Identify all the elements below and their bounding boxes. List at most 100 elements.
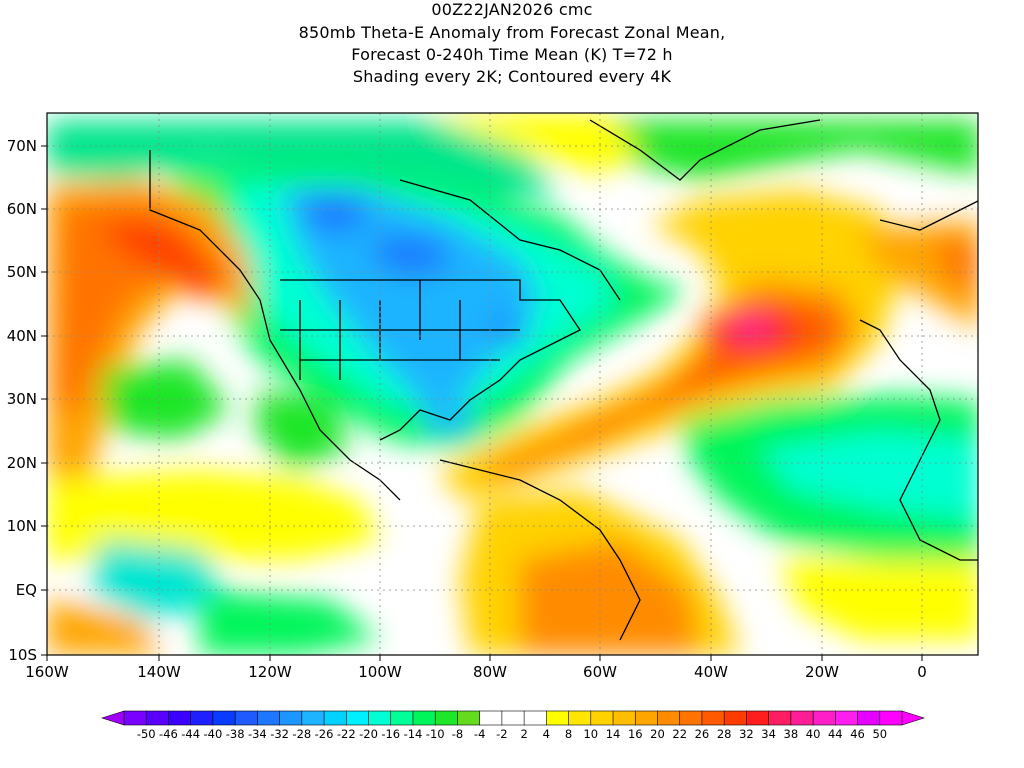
colorbar-label: -14 <box>404 727 423 741</box>
colorbar-swatch <box>123 710 147 726</box>
colorbar-swatch <box>279 710 303 726</box>
colorbar-swatch <box>412 710 436 726</box>
colorbar-label: 32 <box>739 727 754 741</box>
colorbar-swatch <box>768 710 792 726</box>
colorbar-swatch <box>390 710 414 726</box>
theta-e-anomaly-shading <box>47 113 978 655</box>
colorbar-label: -28 <box>292 727 311 741</box>
graticule <box>47 113 978 655</box>
colorbar-label: 34 <box>761 727 776 741</box>
colorbar-label: -34 <box>248 727 267 741</box>
colorbar-label: 4 <box>543 727 550 741</box>
lon-label: 100W <box>358 663 402 681</box>
colorbar-label: -2 <box>496 727 507 741</box>
colorbar-label: -8 <box>452 727 463 741</box>
colorbar-swatch <box>501 710 525 726</box>
lat-label: 20N <box>7 454 37 472</box>
colorbar-swatch <box>657 710 681 726</box>
colorbar-label: 38 <box>784 727 799 741</box>
map-title-line-4: Shading every 2K; Contoured every 4K <box>352 67 672 86</box>
lon-label: 160W <box>25 663 69 681</box>
colorbar-swatch <box>434 710 459 726</box>
colorbar-label: 50 <box>872 727 887 741</box>
lat-label: 10N <box>7 517 37 535</box>
colorbar-swatch <box>212 710 236 726</box>
colorbar-label: 14 <box>606 727 621 741</box>
colorbar-swatch <box>723 710 747 726</box>
lon-label: 140W <box>137 663 181 681</box>
longitude-labels: 160W 140W 120W 100W 80W 60W 40W 20W 0 <box>25 663 927 681</box>
colorbar-swatch <box>368 710 392 726</box>
lon-label: 40W <box>694 663 728 681</box>
colorbar-label: -46 <box>159 727 178 741</box>
lat-label: 50N <box>7 263 37 281</box>
lon-label: 60W <box>583 663 617 681</box>
colorbar-label: -20 <box>359 727 378 741</box>
axis-ticks <box>41 145 923 661</box>
colorbar-label: 40 <box>806 727 821 741</box>
lat-label: EQ <box>16 581 37 599</box>
colorbar-label: 10 <box>583 727 598 741</box>
lat-label: 10S <box>8 646 37 664</box>
lat-label: 40N <box>7 327 37 345</box>
colorbar-swatch <box>145 710 170 726</box>
colorbar-swatch <box>234 710 258 726</box>
colorbar-label: 28 <box>717 727 732 741</box>
plot-frame <box>46 112 979 656</box>
colorbar-label: -26 <box>315 727 334 741</box>
colorbar-swatch <box>746 710 770 726</box>
map-title-line-3: Forecast 0-240h Time Mean (K) T=72 h <box>351 45 673 64</box>
colorbar-swatch <box>345 710 370 726</box>
colorbar-label: -38 <box>226 727 245 741</box>
colorbar-swatch <box>168 710 192 726</box>
colorbar-label: -44 <box>181 727 200 741</box>
colorbar-swatch <box>301 710 325 726</box>
colorbar-swatch <box>323 710 347 726</box>
colorbar-label: -40 <box>204 727 223 741</box>
colorbar-swatch <box>879 710 903 726</box>
coastline-outlines <box>149 119 978 641</box>
colorbar-swatch <box>790 710 814 726</box>
colorbar-left-arrow <box>101 710 125 726</box>
colorbar-label: 22 <box>672 727 687 741</box>
colorbar-swatch <box>634 710 659 726</box>
latitude-labels: 70N 60N 50N 40N 30N 20N 10N EQ 10S <box>7 137 37 664</box>
colorbar-swatch <box>257 710 281 726</box>
colorbar-label: 8 <box>565 727 572 741</box>
colorbar-label: 46 <box>850 727 865 741</box>
map-title-line-2: 850mb Theta-E Anomaly from Forecast Zona… <box>298 23 726 42</box>
colorbar-label: 16 <box>628 727 643 741</box>
colorbar-swatch <box>812 710 836 726</box>
colorbar-swatch <box>568 710 592 726</box>
colorbar-swatch <box>835 710 859 726</box>
colorbar-label: -22 <box>337 727 356 741</box>
colorbar-label: 26 <box>695 727 710 741</box>
lat-label: 30N <box>7 390 37 408</box>
lon-label: 20W <box>805 663 839 681</box>
colorbar-swatch <box>612 710 636 726</box>
colorbar-labels: -50 -46 -44 -40 -38 -34 -32 -28 -26 -22 -20 -16 -14-… <box>137 727 887 741</box>
lon-label: 120W <box>248 663 292 681</box>
colorbar-swatch <box>457 710 481 726</box>
colorbar-swatch <box>479 710 503 726</box>
colorbar <box>101 710 925 726</box>
colorbar-swatch <box>523 710 547 726</box>
colorbar-label: 20 <box>650 727 665 741</box>
colorbar-swatch <box>546 710 570 726</box>
colorbar-label: -50 <box>137 727 156 741</box>
lat-label: 70N <box>7 137 37 155</box>
colorbar-label: -4 <box>474 727 485 741</box>
colorbar-swatch <box>590 710 614 726</box>
colorbar-swatch <box>857 710 881 726</box>
colorbar-label: -10 <box>426 727 445 741</box>
map-title-line-1: 00Z22JAN2026 cmc <box>431 0 593 19</box>
lon-label: 80W <box>473 663 507 681</box>
colorbar-swatch <box>679 710 703 726</box>
colorbar-label: 2 <box>520 727 527 741</box>
colorbar-label: -32 <box>270 727 289 741</box>
lon-label: 0 <box>917 663 927 681</box>
colorbar-swatch <box>701 710 725 726</box>
colorbar-swatch <box>190 710 214 726</box>
lat-label: 60N <box>7 200 37 218</box>
